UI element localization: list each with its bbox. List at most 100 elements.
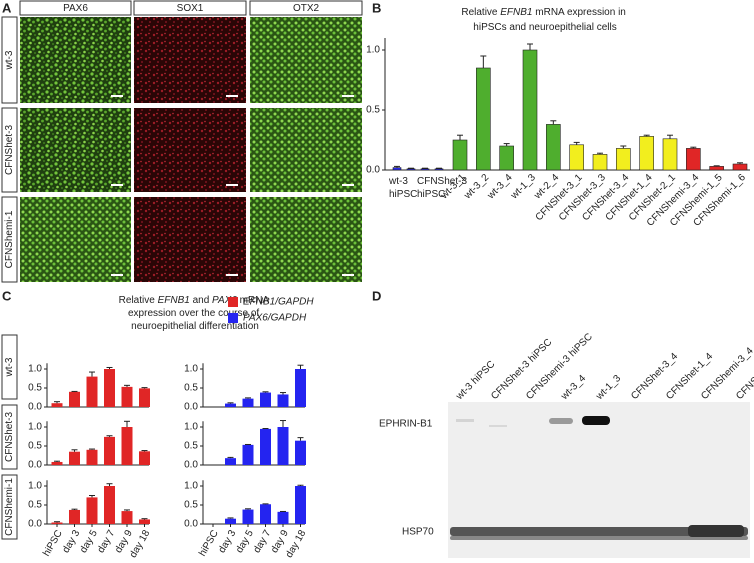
- bar: [69, 451, 80, 465]
- row-label: wt-3: [4, 50, 15, 70]
- lane-label: CFNShemi-3 hiPSC: [524, 331, 595, 402]
- row-label-box: [1, 16, 18, 104]
- bar: [139, 519, 150, 524]
- micrograph: [134, 197, 246, 282]
- bar: [121, 511, 133, 524]
- column-header: PAX6: [63, 3, 88, 14]
- bar: [277, 394, 289, 407]
- bar: [662, 138, 678, 171]
- bar: [86, 376, 98, 407]
- panel-letter: A: [2, 0, 12, 15]
- blot-band: [456, 419, 474, 422]
- y-tick-label: 0.5: [184, 383, 198, 394]
- y-tick-label: 1.0: [28, 364, 42, 375]
- band-label: HSP70: [402, 527, 434, 538]
- bar: [522, 49, 538, 171]
- bar: [260, 392, 271, 407]
- row-label: CFNShemi-1: [4, 210, 15, 268]
- bar: [295, 369, 306, 407]
- y-tick-label: 0.0: [184, 402, 198, 413]
- y-tick-label: 1.0: [184, 422, 198, 433]
- bar: [51, 522, 63, 524]
- bar: [686, 148, 701, 171]
- bar: [277, 427, 289, 465]
- column-header-box: [249, 0, 363, 16]
- bar: [242, 444, 254, 465]
- lane-label: wt-1_3: [594, 373, 624, 403]
- bar: [242, 509, 254, 524]
- y-tick-label: 0.0: [184, 460, 198, 471]
- y-tick-label: 0.0: [28, 519, 42, 530]
- bar: [277, 511, 289, 524]
- micrograph: [20, 197, 131, 282]
- bar: [295, 486, 306, 524]
- row-label-box: [1, 474, 18, 540]
- micrograph: [20, 108, 131, 192]
- blot-band: [549, 418, 573, 424]
- row-label: CFNShemi-1: [4, 478, 15, 536]
- row-label-box: [1, 107, 18, 193]
- bar: [709, 166, 724, 171]
- y-tick-label: 0.5: [366, 105, 380, 116]
- y-tick-label: 0.0: [28, 402, 42, 413]
- y-tick-label: 1.0: [184, 364, 198, 375]
- bar: [104, 436, 115, 465]
- y-tick-label: 0.5: [184, 441, 198, 452]
- bar: [569, 144, 584, 171]
- bar: [499, 145, 514, 171]
- band-label: EPHRIN-B1: [379, 419, 433, 430]
- y-tick-label: 0.5: [28, 500, 42, 511]
- bar: [86, 497, 98, 524]
- y-tick-label: 1.0: [184, 481, 198, 492]
- legend-swatch: [228, 313, 238, 323]
- micrograph: [250, 108, 362, 192]
- x-tick-label: hiPSC: [197, 528, 221, 558]
- legend-label: PAX6/GAPDH: [243, 313, 307, 324]
- bar: [69, 391, 80, 407]
- micrograph: [134, 17, 246, 103]
- micrograph: [250, 17, 362, 103]
- panel-letter: C: [2, 288, 12, 303]
- bar: [121, 386, 133, 407]
- bar: [51, 403, 63, 407]
- legend-swatch: [228, 297, 238, 307]
- column-header: OTX2: [293, 3, 320, 14]
- bar: [225, 458, 236, 465]
- bar: [420, 168, 430, 171]
- panel-letter: D: [372, 288, 381, 303]
- y-tick-label: 0.0: [366, 165, 380, 176]
- row-label: wt-3: [4, 357, 15, 377]
- chart-title: Relative EFNB1 mRNA expression in hiPSCs…: [461, 7, 628, 33]
- bar: [295, 440, 306, 465]
- bar: [452, 139, 468, 171]
- bar: [392, 167, 402, 171]
- x-tick-label: CFNShet-3 hiPSC: [417, 176, 470, 200]
- column-header-box: [133, 0, 247, 16]
- bar: [639, 136, 654, 171]
- row-label-box: [1, 334, 18, 400]
- x-tick-label: hiPSC: [41, 528, 65, 558]
- bar: [86, 449, 98, 465]
- row-label-box: [1, 196, 18, 283]
- row-label: CFNShet-3: [4, 412, 15, 462]
- bar: [225, 518, 236, 524]
- bar: [225, 403, 236, 407]
- bar: [592, 154, 608, 171]
- blot-band: [688, 525, 744, 537]
- lane-label: CFNShet-3 hiPSC: [489, 337, 554, 402]
- bar: [732, 163, 748, 171]
- bar: [69, 509, 80, 524]
- row-label-box: [1, 404, 18, 470]
- y-tick-label: 0.0: [28, 460, 42, 471]
- lane-label: wt-3_4: [559, 373, 589, 403]
- x-tick-label: wt-3 hiPSC: [388, 176, 417, 200]
- bar: [260, 428, 271, 465]
- blot-band: [582, 416, 610, 425]
- micrograph: [20, 17, 131, 103]
- bar: [104, 369, 115, 407]
- bar: [616, 148, 631, 171]
- bar: [139, 451, 150, 465]
- y-tick-label: 0.5: [28, 441, 42, 452]
- y-tick-label: 1.0: [28, 422, 42, 433]
- bar: [434, 168, 444, 171]
